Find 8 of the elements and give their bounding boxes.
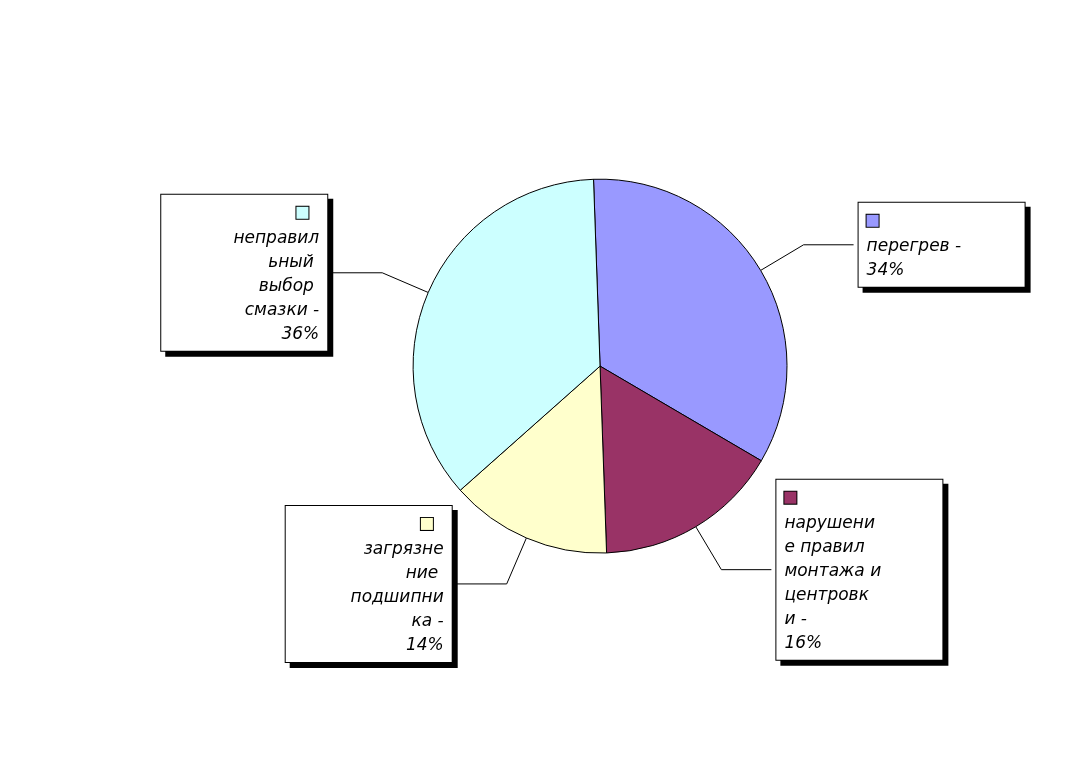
- legend-label: нарушение правил монтажа и центровки -: [784, 511, 887, 628]
- data-label: 36%: [281, 322, 320, 343]
- legend-label: перегрев -: [866, 234, 962, 255]
- legend-label: неправильный выбор смазки -: [233, 226, 320, 319]
- data-label: 34%: [866, 258, 905, 279]
- data-label: 14%: [405, 633, 444, 654]
- data-label: 16%: [784, 631, 823, 652]
- legend-label: загрязнение подшипника -: [350, 537, 444, 630]
